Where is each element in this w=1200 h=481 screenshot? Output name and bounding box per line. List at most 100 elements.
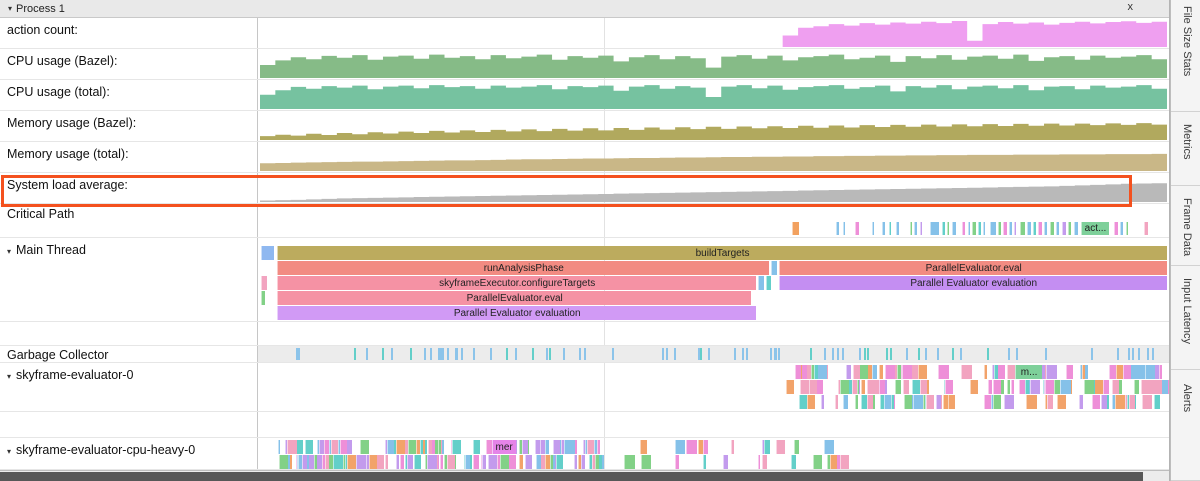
trace-slice[interactable]	[331, 440, 339, 454]
trace-slice[interactable]	[971, 222, 976, 235]
trace-slice[interactable]	[488, 455, 498, 469]
trace-slice[interactable]	[1025, 395, 1037, 409]
trace-slice[interactable]	[859, 365, 868, 379]
scrollbar-thumb[interactable]	[0, 472, 1143, 481]
trace-slice[interactable]	[814, 365, 818, 379]
trace-slice[interactable]	[325, 455, 330, 469]
trace-slice-labeled[interactable]: act...	[1081, 222, 1109, 235]
trace-slice[interactable]	[540, 440, 547, 454]
trace-slice[interactable]	[1008, 222, 1012, 235]
trace-slice[interactable]	[904, 395, 913, 409]
trace-slice[interactable]	[1054, 380, 1060, 394]
trace-slice[interactable]	[355, 455, 365, 469]
trace-slice[interactable]	[860, 380, 865, 394]
trace-slice[interactable]	[577, 455, 582, 469]
trace-slice[interactable]	[1056, 222, 1060, 235]
trace-slice[interactable]	[580, 455, 586, 469]
trace-slice[interactable]	[983, 395, 994, 409]
counter-track-cpu-total[interactable]	[258, 80, 1169, 110]
trace-slice[interactable]	[942, 395, 950, 409]
trace-slice[interactable]	[762, 455, 767, 469]
trace-slice[interactable]	[452, 440, 461, 454]
trace-slice[interactable]	[977, 222, 981, 235]
trace-slice[interactable]	[1125, 222, 1128, 235]
trace-slice[interactable]	[438, 440, 441, 454]
trace-slice[interactable]	[1047, 395, 1054, 409]
tab-input-latency[interactable]: Input Latency	[1171, 266, 1200, 370]
trace-slice[interactable]	[674, 455, 680, 469]
cpu-heavy-0-track[interactable]: mer	[258, 438, 1169, 469]
trace-slice[interactable]	[820, 395, 824, 409]
trace-slice[interactable]	[884, 395, 894, 409]
trace-slice[interactable]	[856, 380, 860, 394]
trace-slice[interactable]	[302, 455, 308, 469]
trace-slice[interactable]	[317, 440, 320, 454]
trace-slice[interactable]	[798, 395, 810, 409]
trace-slice[interactable]	[1116, 365, 1124, 379]
trace-slice[interactable]	[427, 455, 437, 469]
collapse-arrow-icon[interactable]: ▾	[7, 372, 12, 381]
counter-track-system-load[interactable]	[258, 173, 1169, 203]
trace-slice[interactable]	[1111, 380, 1119, 394]
trace-slice[interactable]	[982, 222, 985, 235]
trace-slice[interactable]	[961, 222, 965, 235]
trace-slice[interactable]	[1109, 365, 1117, 379]
trace-slice[interactable]	[941, 222, 945, 235]
trace-slice[interactable]	[481, 455, 486, 469]
trace-slice[interactable]	[261, 276, 268, 290]
trace-slice[interactable]	[552, 440, 561, 454]
trace-slice[interactable]	[1140, 380, 1151, 394]
trace-slice[interactable]	[641, 455, 652, 469]
trace-slice[interactable]	[555, 455, 564, 469]
trace-slice[interactable]	[839, 380, 850, 394]
counter-track-cpu-bazel[interactable]	[258, 49, 1169, 79]
trace-slice-labeled[interactable]: Parallel Evaluator evaluation	[779, 276, 1167, 290]
trace-slice[interactable]	[550, 455, 554, 469]
trace-slice[interactable]	[1141, 395, 1152, 409]
trace-slice[interactable]	[843, 395, 848, 409]
trace-slice[interactable]	[890, 395, 894, 409]
trace-slice[interactable]	[286, 440, 297, 454]
trace-slice[interactable]	[809, 380, 817, 394]
trace-slice[interactable]	[776, 440, 786, 454]
trace-slice[interactable]	[758, 276, 765, 290]
trace-slice[interactable]	[1074, 222, 1079, 235]
trace-slice[interactable]	[1010, 380, 1015, 394]
trace-slice[interactable]	[1025, 380, 1029, 394]
trace-slice[interactable]	[895, 380, 901, 394]
trace-slice[interactable]	[866, 395, 874, 409]
trace-slice[interactable]	[951, 222, 956, 235]
trace-slice[interactable]	[766, 276, 772, 290]
trace-slice[interactable]	[785, 380, 794, 394]
trace-slice[interactable]	[1013, 222, 1016, 235]
trace-slice[interactable]	[914, 222, 918, 235]
trace-slice[interactable]	[366, 455, 371, 469]
trace-slice[interactable]	[948, 395, 956, 409]
trace-slice-labeled[interactable]: ParallelEvaluator.eval	[277, 291, 752, 305]
trace-slice[interactable]	[852, 380, 858, 394]
trace-slice[interactable]	[1004, 395, 1015, 409]
trace-slice[interactable]	[1002, 222, 1007, 235]
trace-slice-labeled[interactable]: buildTargets	[277, 246, 1167, 260]
trace-slice-labeled[interactable]: Parallel Evaluator evaluation	[277, 306, 757, 320]
trace-slice[interactable]	[845, 365, 852, 379]
trace-slice[interactable]	[450, 440, 453, 454]
counter-track-memory-total[interactable]	[258, 142, 1169, 172]
trace-slice[interactable]	[1027, 222, 1032, 235]
trace-slice[interactable]	[360, 440, 369, 454]
trace-slice[interactable]	[586, 440, 595, 454]
trace-slice[interactable]	[835, 222, 839, 235]
trace-slice[interactable]	[960, 365, 972, 379]
trace-slice[interactable]	[946, 222, 949, 235]
trace-slice[interactable]	[499, 455, 509, 469]
trace-slice[interactable]	[591, 455, 596, 469]
trace-slice[interactable]	[674, 440, 686, 454]
trace-slice[interactable]	[685, 440, 697, 454]
trace-slice[interactable]	[834, 395, 839, 409]
trace-slice[interactable]	[1084, 380, 1095, 394]
trace-slice[interactable]	[1006, 380, 1011, 394]
trace-slice[interactable]	[261, 246, 275, 260]
trace-slice[interactable]	[1128, 395, 1136, 409]
trace-slice-labeled[interactable]: mer	[491, 440, 516, 454]
evaluator-0-track[interactable]: m...	[258, 363, 1169, 411]
